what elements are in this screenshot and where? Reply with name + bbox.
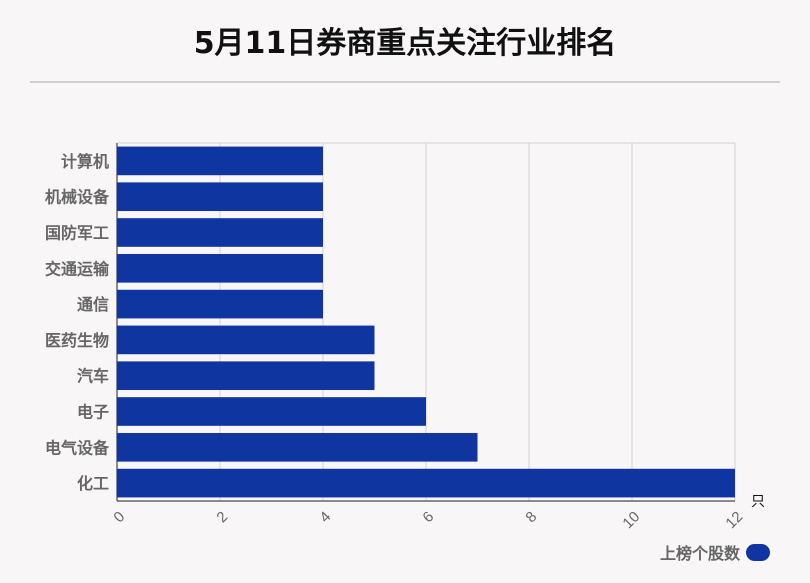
bar[interactable]: [117, 218, 323, 247]
x-unit-label: 只: [751, 494, 765, 510]
bars: [117, 146, 735, 498]
bar[interactable]: [117, 397, 426, 426]
x-tick-label: 10: [619, 508, 643, 532]
bar[interactable]: [117, 325, 375, 355]
category-label: 电气设备: [45, 438, 110, 457]
bar[interactable]: [117, 182, 323, 212]
legend[interactable]: 上榜个股数: [660, 540, 770, 564]
x-tick-label: 8: [522, 508, 540, 526]
category-label: 化工: [77, 474, 109, 493]
x-tick-label: 6: [419, 508, 437, 526]
chart-title: 5月11日券商重点关注行业排名: [193, 26, 617, 61]
bar[interactable]: [117, 146, 323, 176]
category-label: 计算机: [61, 152, 109, 171]
x-tick-label: 12: [722, 508, 746, 532]
x-tick-label: 0: [110, 508, 128, 526]
category-label: 国防军工: [45, 224, 109, 243]
bar[interactable]: [117, 361, 375, 391]
bar[interactable]: [117, 468, 735, 498]
title-divider: [30, 81, 780, 83]
category-label: 机械设备: [45, 188, 110, 207]
x-tick-label: 2: [213, 508, 231, 526]
legend-label: 上榜个股数: [659, 544, 740, 563]
category-label: 交通运输: [45, 259, 110, 278]
bar[interactable]: [117, 432, 478, 462]
bar[interactable]: [117, 253, 323, 283]
category-label: 通信: [77, 295, 109, 314]
bar[interactable]: [117, 289, 323, 319]
category-label: 医药生物: [45, 331, 109, 350]
category-label: 汽车: [77, 367, 109, 386]
x-tick-labels: 0 2 4 6 8 10 12: [110, 508, 746, 532]
legend-swatch-icon: [746, 543, 770, 561]
x-tick-label: 4: [316, 508, 334, 526]
category-label: 电子: [77, 403, 109, 422]
